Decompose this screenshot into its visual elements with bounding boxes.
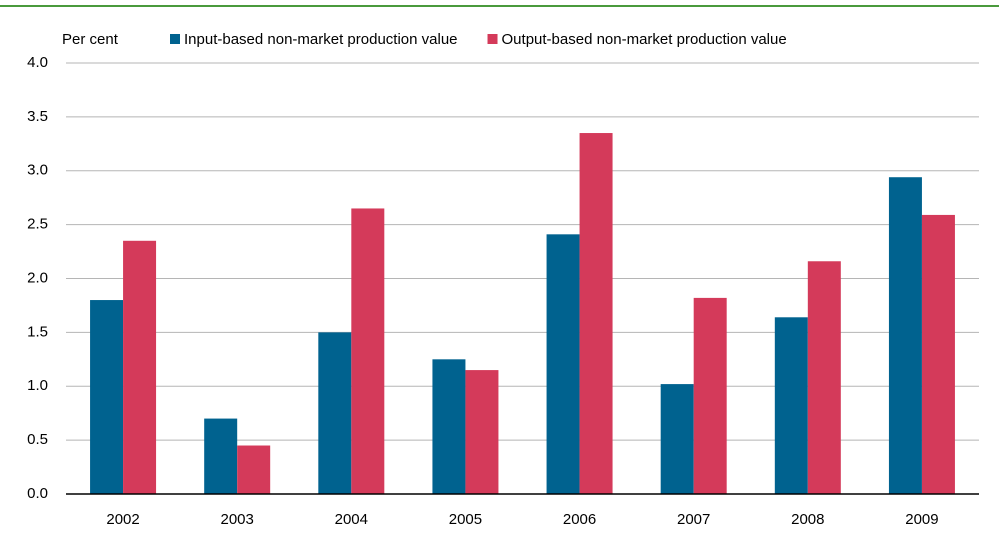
y-axis-label: Per cent xyxy=(62,31,119,48)
bar xyxy=(90,300,124,494)
x-tick-label: 2004 xyxy=(335,511,368,528)
bar xyxy=(546,234,580,494)
x-tick-label: 2002 xyxy=(106,511,139,528)
x-tick-label: 2003 xyxy=(221,511,254,528)
y-tick-label: 4.0 xyxy=(27,54,48,71)
bar xyxy=(351,208,385,494)
bar xyxy=(432,359,466,494)
bar xyxy=(774,317,808,494)
y-tick-label: 1.0 xyxy=(27,377,48,394)
legend-swatch xyxy=(487,34,498,44)
bar xyxy=(660,384,694,494)
x-tick-label: 2009 xyxy=(905,511,938,528)
x-tick-label: 2008 xyxy=(791,511,824,528)
legend-label: Input-based non-market production value xyxy=(184,31,458,48)
x-tick-label: 2005 xyxy=(449,511,482,528)
y-tick-label: 3.5 xyxy=(27,108,48,125)
x-tick-label: 2006 xyxy=(563,511,596,528)
bar xyxy=(237,445,271,494)
y-tick-label: 3.0 xyxy=(27,162,48,179)
legend-swatch xyxy=(170,34,180,44)
legend-label: Output-based non-market production value xyxy=(502,31,787,48)
bar xyxy=(204,418,238,494)
bar xyxy=(807,261,841,494)
bar xyxy=(579,133,613,494)
y-tick-label: 2.0 xyxy=(27,269,48,286)
x-tick-label: 2007 xyxy=(677,511,710,528)
bar xyxy=(123,240,157,494)
y-tick-label: 1.5 xyxy=(27,323,48,340)
bar xyxy=(693,297,727,494)
bar xyxy=(318,332,352,494)
y-tick-label: 0.5 xyxy=(27,431,48,448)
bar xyxy=(465,370,499,494)
y-tick-label: 0.0 xyxy=(27,485,48,502)
bar xyxy=(888,177,922,494)
bar xyxy=(921,214,955,495)
y-tick-label: 2.5 xyxy=(27,216,48,233)
